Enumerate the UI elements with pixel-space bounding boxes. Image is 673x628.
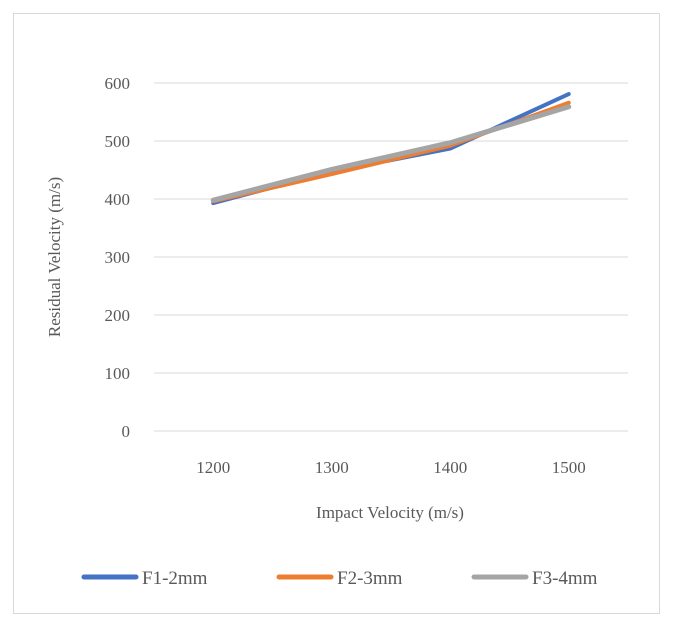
y-tick-label: 600: [105, 74, 131, 93]
legend-item-f1-2mm: F1-2mm: [81, 568, 208, 589]
y-tick-label: 400: [105, 190, 131, 209]
y-tick-label: 100: [105, 364, 131, 383]
legend-label: F3-4mm: [532, 568, 598, 589]
legend-item-f3-4mm: F3-4mm: [471, 568, 598, 589]
legend-label: F1-2mm: [142, 568, 208, 589]
legend-item-f2-3mm: F2-3mm: [276, 568, 403, 589]
y-axis-ticks: 0 100 200 300 400 500 600: [105, 74, 131, 441]
x-tick-label: 1500: [552, 458, 586, 477]
x-tick-label: 1400: [433, 458, 467, 477]
legend-label: F2-3mm: [337, 568, 403, 589]
x-axis-ticks: 1200 1300 1400 1500: [196, 458, 586, 477]
y-tick-label: 300: [105, 248, 131, 267]
x-tick-label: 1200: [196, 458, 230, 477]
y-tick-label: 500: [105, 132, 131, 151]
y-tick-label: 200: [105, 306, 131, 325]
legend: F1-2mm F2-3mm F3-4mm: [81, 568, 598, 589]
series-lines: [210, 92, 572, 206]
x-tick-label: 1300: [315, 458, 349, 477]
x-axis-title: Impact Velocity (m/s): [316, 503, 464, 522]
gridlines: [154, 82, 628, 432]
y-axis-title: Residual Velocity (m/s): [45, 177, 64, 337]
series-line-f3-4mm: [210, 104, 572, 203]
y-tick-label: 0: [122, 422, 131, 441]
